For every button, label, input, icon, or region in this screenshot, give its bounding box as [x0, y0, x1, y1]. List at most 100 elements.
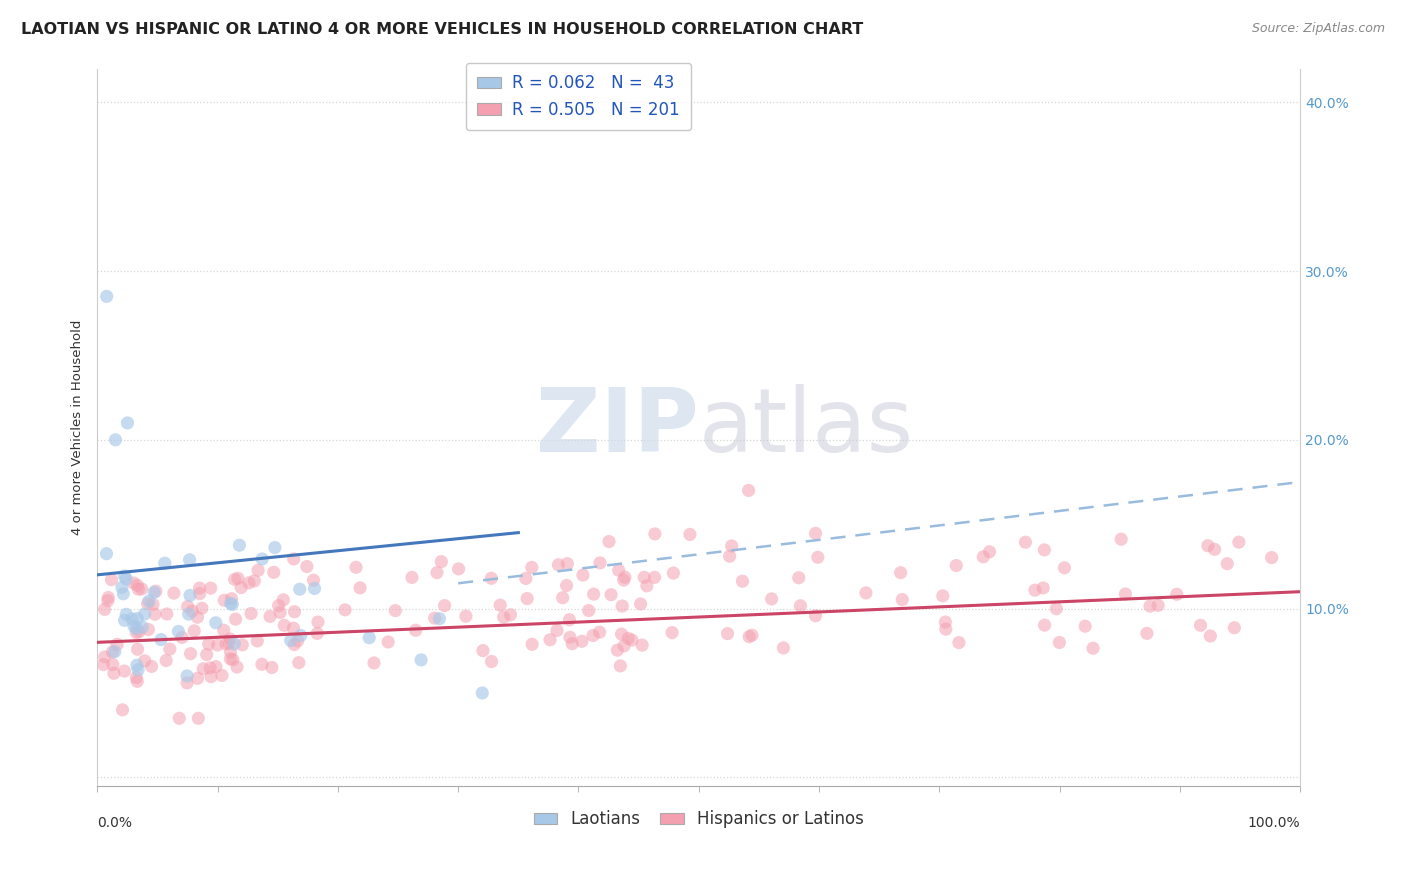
Point [349, 581, 371, 595]
Point [891, 592, 914, 607]
Point [377, 635, 399, 649]
Point [179, 588, 201, 602]
Point [114, 664, 136, 678]
Point [423, 611, 446, 625]
Point [93, 657, 115, 672]
Point [555, 578, 578, 592]
Point [613, 570, 636, 584]
Point [288, 582, 311, 597]
Point [972, 549, 994, 564]
Point [1024, 583, 1046, 598]
Point [1166, 587, 1188, 601]
Point [231, 638, 253, 652]
Point [280, 633, 302, 648]
Point [125, 658, 148, 673]
Point [662, 566, 685, 580]
Point [169, 711, 191, 725]
Point [195, 648, 218, 662]
Point [288, 656, 311, 670]
Point [197, 637, 219, 651]
Point [295, 559, 318, 574]
Point [159, 642, 181, 657]
Point [103, 666, 125, 681]
Point [134, 607, 156, 621]
Point [114, 613, 136, 627]
Point [302, 573, 325, 587]
Point [172, 631, 194, 645]
Point [183, 624, 205, 638]
Point [127, 578, 149, 592]
Point [741, 628, 763, 642]
Point [429, 612, 451, 626]
Point [613, 639, 636, 653]
Point [307, 626, 329, 640]
Point [737, 483, 759, 498]
Point [283, 638, 305, 652]
Text: 100.0%: 100.0% [1247, 816, 1301, 830]
Point [630, 597, 652, 611]
Point [179, 553, 201, 567]
Point [489, 598, 512, 612]
Point [606, 643, 628, 657]
Point [789, 599, 811, 613]
Point [617, 632, 640, 646]
Point [409, 653, 432, 667]
Point [787, 571, 810, 585]
Point [187, 711, 209, 725]
Point [1199, 629, 1222, 643]
Point [145, 584, 167, 599]
Point [547, 558, 569, 572]
Point [131, 620, 153, 634]
Point [718, 549, 741, 564]
Point [153, 556, 176, 570]
Point [93, 602, 115, 616]
Point [1033, 542, 1056, 557]
Y-axis label: 4 or more Vehicles in Household: 4 or more Vehicles in Household [72, 319, 84, 535]
Point [205, 659, 228, 673]
Point [283, 552, 305, 566]
Point [479, 571, 502, 585]
Point [1045, 601, 1067, 615]
Point [176, 669, 198, 683]
Point [661, 625, 683, 640]
Point [304, 582, 326, 596]
Point [114, 569, 136, 583]
Point [176, 676, 198, 690]
Point [731, 574, 754, 589]
Point [215, 637, 238, 651]
Point [716, 626, 738, 640]
Point [117, 416, 139, 430]
Point [558, 630, 581, 644]
Point [127, 674, 149, 689]
Point [546, 624, 568, 638]
Point [180, 647, 202, 661]
Point [932, 589, 955, 603]
Text: LAOTIAN VS HISPANIC OR LATINO 4 OR MORE VEHICLES IN HOUSEHOLD CORRELATION CHART: LAOTIAN VS HISPANIC OR LATINO 4 OR MORE … [21, 22, 863, 37]
Point [150, 632, 173, 647]
Point [200, 581, 222, 595]
Point [359, 631, 381, 645]
Point [181, 604, 204, 618]
Point [228, 538, 250, 552]
Text: ZIP: ZIP [536, 384, 699, 471]
Point [333, 603, 356, 617]
Point [644, 570, 666, 584]
Point [128, 624, 150, 639]
Point [224, 573, 246, 587]
Point [551, 591, 574, 605]
Point [1074, 619, 1097, 633]
Point [138, 594, 160, 608]
Point [578, 603, 600, 617]
Point [156, 607, 179, 621]
Point [219, 632, 242, 646]
Point [112, 587, 135, 601]
Point [588, 625, 610, 640]
Point [111, 703, 134, 717]
Point [582, 628, 605, 642]
Point [384, 604, 406, 618]
Point [363, 656, 385, 670]
Point [515, 571, 537, 585]
Point [200, 661, 222, 675]
Point [761, 591, 783, 606]
Point [267, 599, 290, 613]
